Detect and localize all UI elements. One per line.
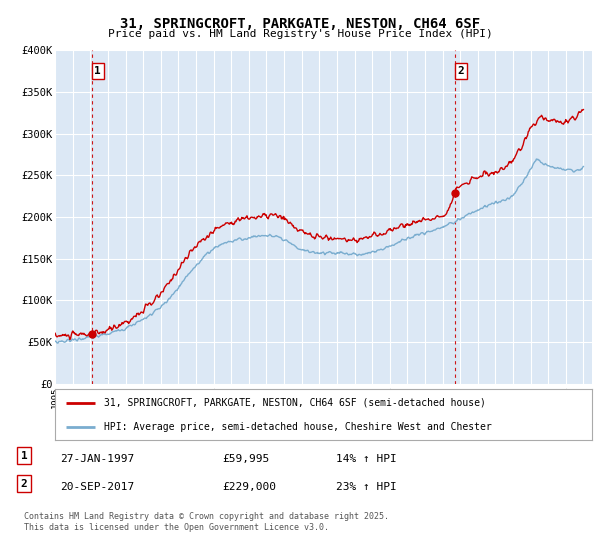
Text: Price paid vs. HM Land Registry's House Price Index (HPI): Price paid vs. HM Land Registry's House …: [107, 29, 493, 39]
Text: HPI: Average price, semi-detached house, Cheshire West and Chester: HPI: Average price, semi-detached house,…: [104, 422, 491, 432]
Text: £59,995: £59,995: [222, 454, 269, 464]
Text: 1: 1: [20, 451, 28, 461]
Text: £229,000: £229,000: [222, 482, 276, 492]
Text: 31, SPRINGCROFT, PARKGATE, NESTON, CH64 6SF (semi-detached house): 31, SPRINGCROFT, PARKGATE, NESTON, CH64 …: [104, 398, 485, 408]
Text: 23% ↑ HPI: 23% ↑ HPI: [336, 482, 397, 492]
Text: 2: 2: [458, 66, 464, 76]
Text: Contains HM Land Registry data © Crown copyright and database right 2025.
This d: Contains HM Land Registry data © Crown c…: [24, 512, 389, 532]
Text: 14% ↑ HPI: 14% ↑ HPI: [336, 454, 397, 464]
Text: 31, SPRINGCROFT, PARKGATE, NESTON, CH64 6SF: 31, SPRINGCROFT, PARKGATE, NESTON, CH64 …: [120, 17, 480, 31]
Text: 1: 1: [94, 66, 101, 76]
Text: 20-SEP-2017: 20-SEP-2017: [60, 482, 134, 492]
Text: 2: 2: [20, 479, 28, 489]
Text: 27-JAN-1997: 27-JAN-1997: [60, 454, 134, 464]
